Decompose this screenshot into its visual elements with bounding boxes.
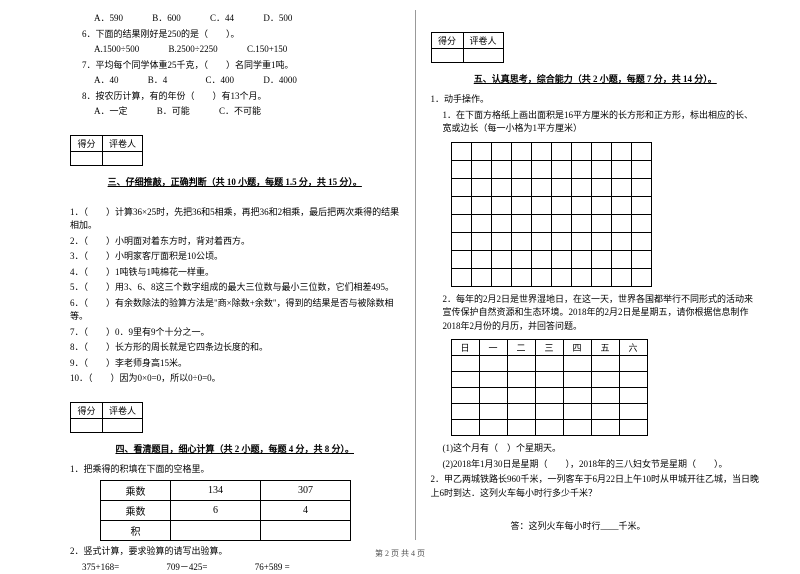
opt-c: C．不可能 xyxy=(219,106,261,116)
grader-cell[interactable] xyxy=(463,49,503,63)
judge-3: 3．（ ）小明家客厅面积是10公顷。 xyxy=(70,250,400,264)
cell: 6 xyxy=(171,501,261,521)
opt-b: B．4 xyxy=(148,75,168,85)
cell: 乘数 xyxy=(101,481,171,501)
score-cell[interactable] xyxy=(431,49,463,63)
sub-q1: (1)这个月有（ ）个星期天。 xyxy=(431,442,761,456)
cal-head: 六 xyxy=(619,340,647,356)
cell: 4 xyxy=(261,501,351,521)
judge-9: 9．（ ）李老师身高15米。 xyxy=(70,357,400,371)
calc-row: 375+168= 709－425= 76+589 = xyxy=(70,561,400,574)
section4-title: 四、看清题目，细心计算（共 2 小题，每题 4 分，共 8 分）。 xyxy=(70,442,400,455)
left-column: A．590 B．600 C．44 D．500 6．下面的结果刚好是250的是（ … xyxy=(60,10,410,540)
q7-options: A．40 B．4 C．400 D．4000 xyxy=(70,74,400,88)
score-box-sec3: 得分评卷人 xyxy=(70,135,143,166)
judge-4: 4．（ ）1吨铁与1吨棉花一样重。 xyxy=(70,266,400,280)
grader-cell[interactable] xyxy=(103,418,143,432)
grader-label: 评卷人 xyxy=(103,135,143,151)
score-box-sec5: 得分评卷人 xyxy=(431,32,504,63)
opt-d: D．4000 xyxy=(263,75,297,85)
calendar-table[interactable]: 日 一 二 三 四 五 六 xyxy=(451,339,648,436)
calc-b: 709－425= xyxy=(166,562,207,572)
cell: 134 xyxy=(171,481,261,501)
cell: 乘数 xyxy=(101,501,171,521)
q6-text: 6．下面的结果刚好是250的是（ ）。 xyxy=(70,28,400,42)
opt-a: A．一定 xyxy=(94,106,128,116)
opt-a: A．590 xyxy=(94,13,123,23)
judge-2: 2．（ ）小明面对着东方时，背对着西方。 xyxy=(70,235,400,249)
q5-1-2-text: 2．每年的2月2日是世界湿地日，在这一天，世界各国都举行不同形式的活动来宣传保护… xyxy=(431,293,761,334)
opt-d: D．500 xyxy=(263,13,292,23)
judge-1: 1．（ ）计算36×25时，先把36和5相乘，再把36和2相乘，最后把两次乘得的… xyxy=(70,206,400,233)
score-label: 得分 xyxy=(71,402,103,418)
opt-a: A．40 xyxy=(94,75,119,85)
q5-1-text: 1．动手操作。 xyxy=(431,93,761,107)
judge-5: 5．（ ）用3、6、8这三个数字组成的最大三位数与最小三位数，它们相差495。 xyxy=(70,281,400,295)
opt-b: B．600 xyxy=(152,13,181,23)
judge-6: 6．（ ）有余数除法的验算方法是"商×除数+余数"，得到的结果是否与被除数相等。 xyxy=(70,297,400,324)
q5-2-text: 2．甲乙两城铁路长960千米，一列客车于6月22日上午10时从甲城开往乙城，当日… xyxy=(431,473,761,500)
cell[interactable] xyxy=(261,521,351,541)
q5-options: A．590 B．600 C．44 D．500 xyxy=(70,12,400,26)
q8-options: A．一定 B．可能 C．不可能 xyxy=(70,105,400,119)
score-box-sec4: 得分评卷人 xyxy=(70,402,143,433)
q4-1-text: 1．把乘得的积填在下面的空格里。 xyxy=(70,463,400,477)
score-label: 得分 xyxy=(71,135,103,151)
q7-text: 7．平均每个同学体重25千克，（ ）名同学重1吨。 xyxy=(70,59,400,73)
sub-q2: (2)2018年1月30日是星期（ ），2018年的三八妇女节是星期（ ）。 xyxy=(431,458,761,472)
right-column: 得分评卷人 五、认真思考，综合能力（共 2 小题，每题 7 分，共 14 分）。… xyxy=(421,10,771,540)
cal-head: 四 xyxy=(563,340,591,356)
cal-head: 一 xyxy=(479,340,507,356)
grader-label: 评卷人 xyxy=(463,33,503,49)
q6-options: A.1500÷500 B.2500÷2250 C.150+150 xyxy=(70,43,400,57)
cal-head: 五 xyxy=(591,340,619,356)
column-divider xyxy=(415,10,416,540)
cell[interactable] xyxy=(171,521,261,541)
judge-10: 10．（ ）因为0×0=0，所以0÷0=0。 xyxy=(70,372,400,386)
judge-7: 7．（ ）0．9里有9个十分之一。 xyxy=(70,326,400,340)
opt-c: C．44 xyxy=(210,13,234,23)
section3-title: 三、仔细推敲，正确判断（共 10 小题，每题 1.5 分，共 15 分）。 xyxy=(70,175,400,188)
multiply-table: 乘数 134 307 乘数 6 4 积 xyxy=(100,480,351,541)
opt-c: C．400 xyxy=(206,75,235,85)
page-footer: 第 2 页 共 4 页 xyxy=(0,548,800,559)
q8-text: 8．按农历计算，有的年份（ ）有13个月。 xyxy=(70,90,400,104)
grader-cell[interactable] xyxy=(103,151,143,165)
grader-label: 评卷人 xyxy=(103,402,143,418)
calc-a: 375+168= xyxy=(82,562,119,572)
opt-a: A.1500÷500 xyxy=(94,44,139,54)
score-label: 得分 xyxy=(431,33,463,49)
cal-head: 三 xyxy=(535,340,563,356)
cal-head: 二 xyxy=(507,340,535,356)
cal-head: 日 xyxy=(451,340,479,356)
opt-b: B．可能 xyxy=(157,106,190,116)
judge-8: 8．（ ）长方形的周长就是它四条边长度的和。 xyxy=(70,341,400,355)
answer-line: 答：这列火车每小时行____千米。 xyxy=(431,520,761,534)
opt-c: C.150+150 xyxy=(247,44,287,54)
score-cell[interactable] xyxy=(71,418,103,432)
cell: 积 xyxy=(101,521,171,541)
opt-b: B.2500÷2250 xyxy=(168,44,217,54)
score-cell[interactable] xyxy=(71,151,103,165)
section5-title: 五、认真思考，综合能力（共 2 小题，每题 7 分，共 14 分）。 xyxy=(431,72,761,85)
drawing-grid[interactable] xyxy=(451,142,652,287)
calc-c: 76+589 = xyxy=(255,562,290,572)
q5-1-1-text: 1．在下面方格纸上画出面积是16平方厘米的长方形和正方形，标出相应的长、宽或边长… xyxy=(431,109,761,136)
cell: 307 xyxy=(261,481,351,501)
